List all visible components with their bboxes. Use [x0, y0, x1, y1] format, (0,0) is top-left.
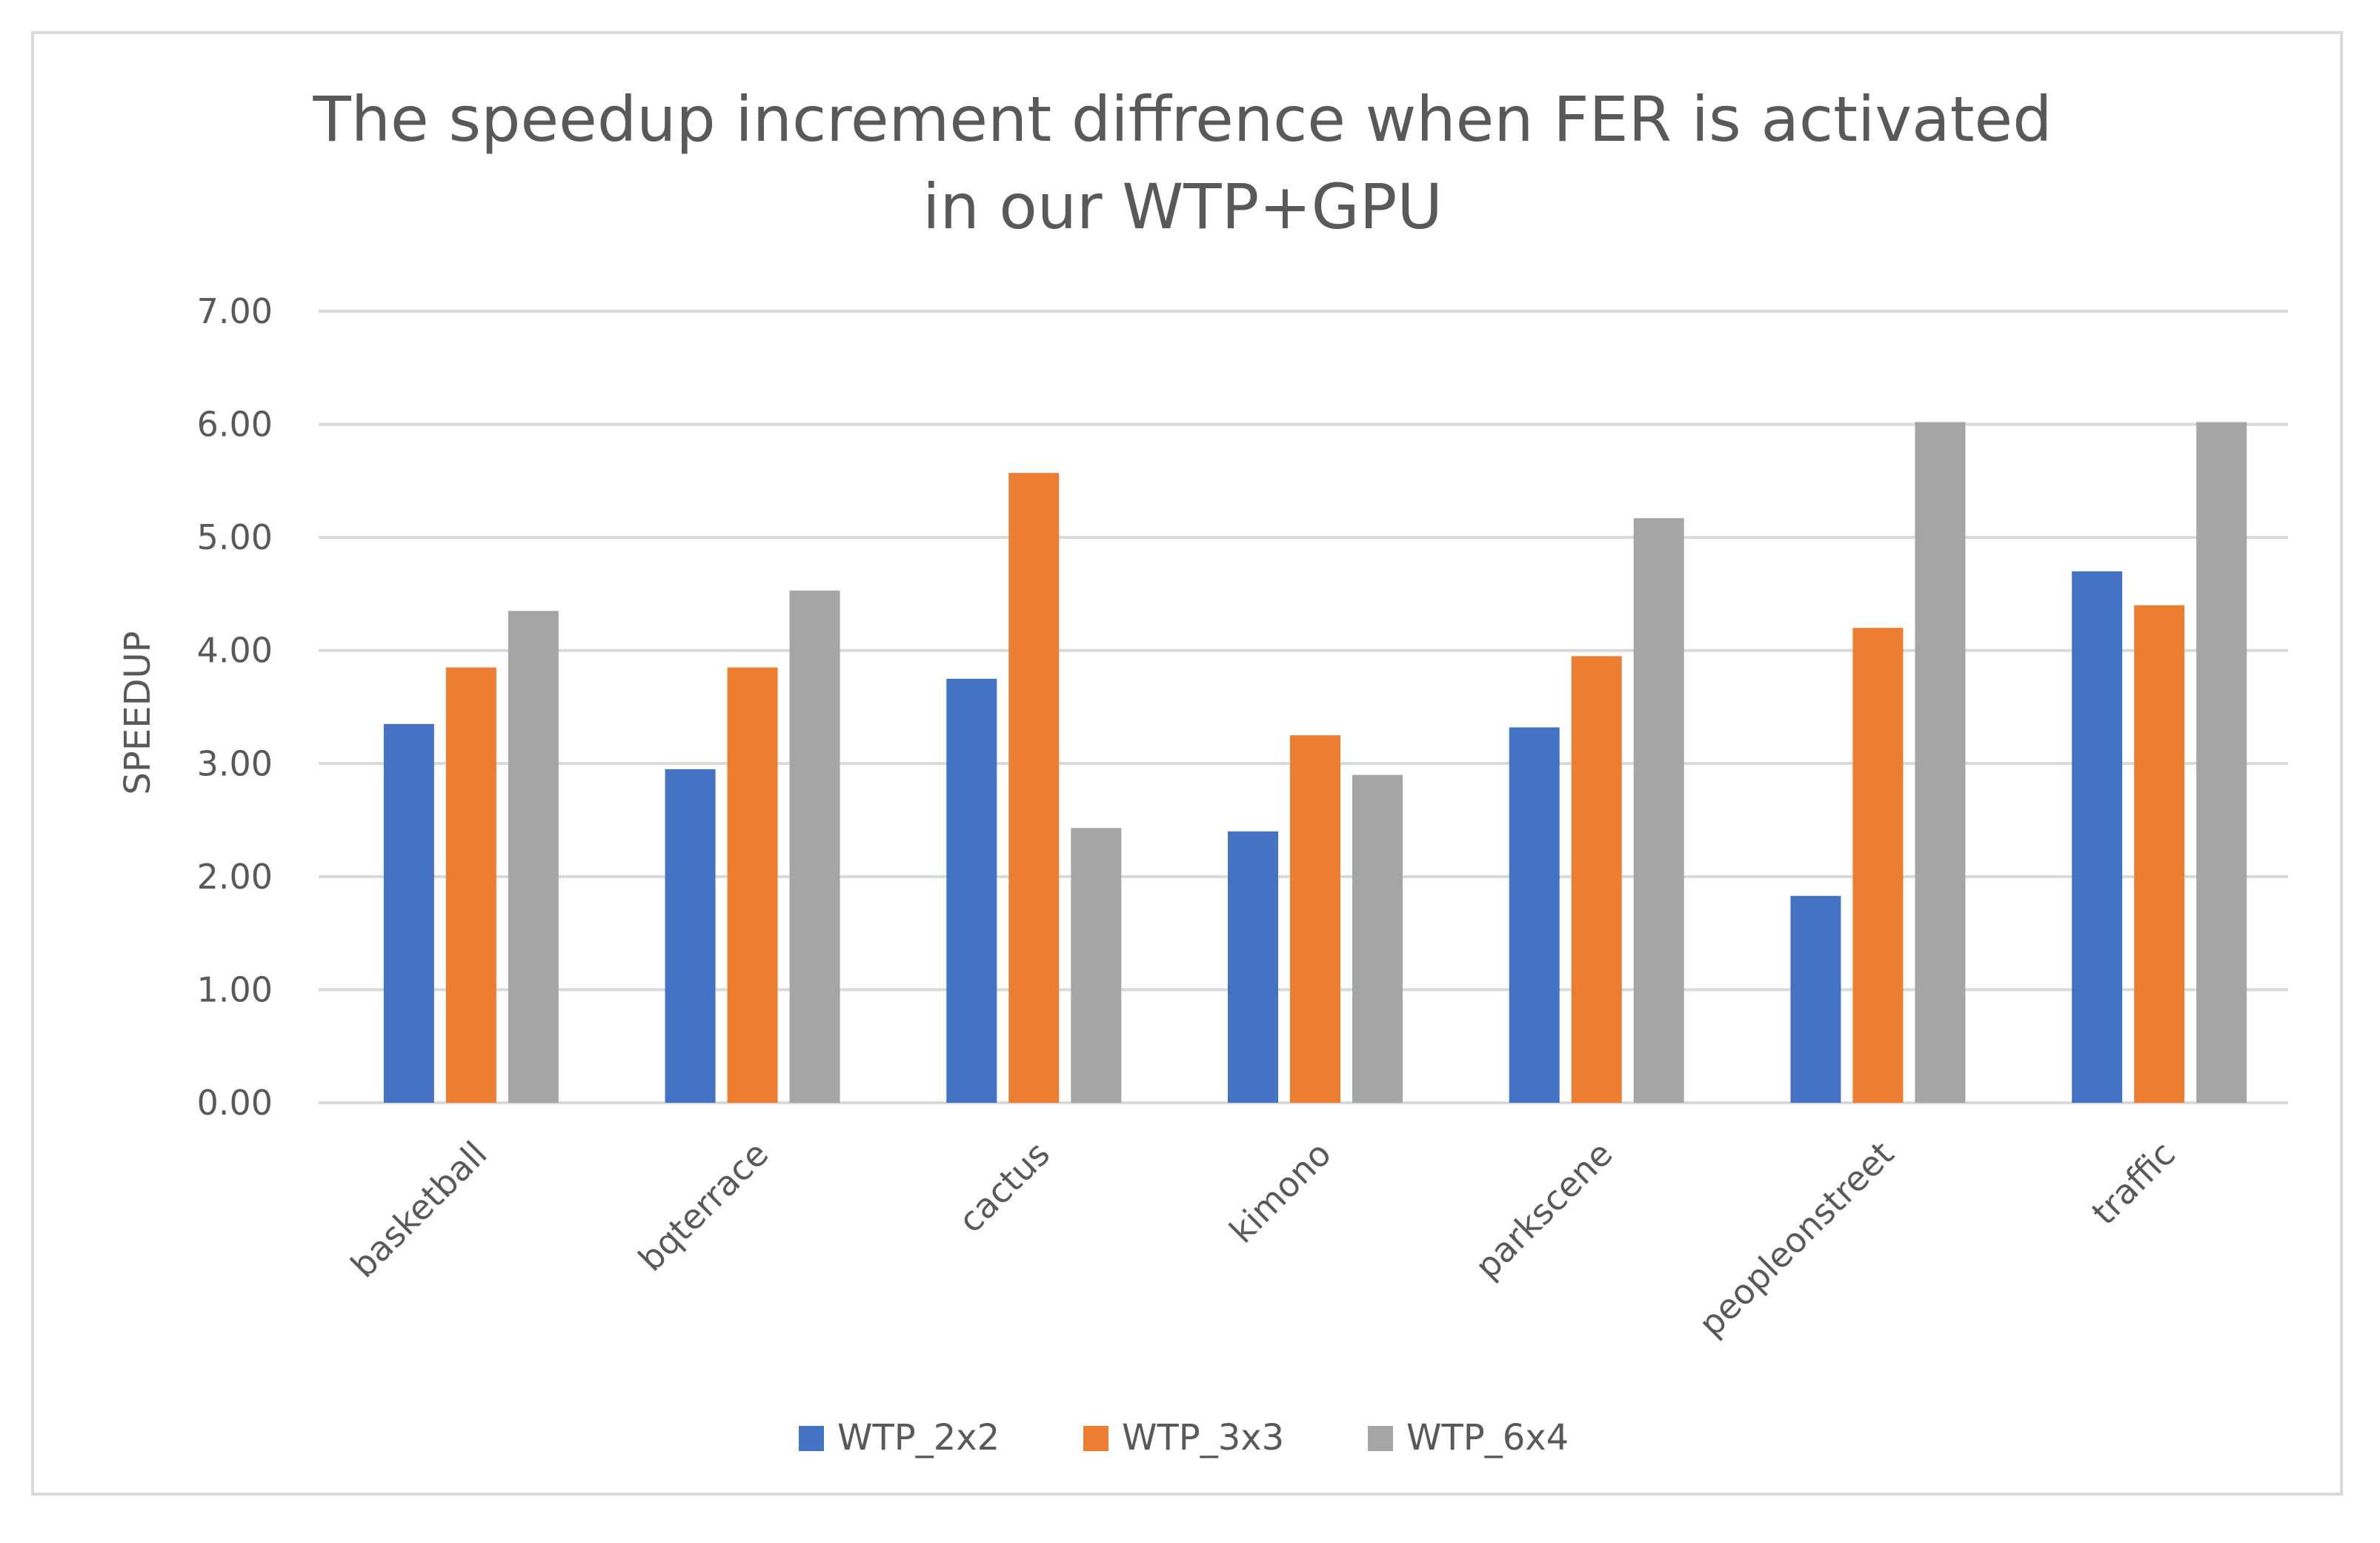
bars	[383, 422, 2247, 1103]
bar-WTP_3x3-bqterrace	[727, 667, 778, 1103]
chart-title-line-1: The speedup increment diffrence when FER…	[312, 83, 2052, 156]
x-category-label: basketball	[343, 1134, 495, 1286]
x-category-label: kimono	[1222, 1134, 1339, 1251]
bar-WTP_2x2-cactus	[946, 678, 997, 1103]
y-tick-label: 6.00	[197, 405, 273, 445]
chart-title: The speedup increment diffrence when FER…	[312, 83, 2052, 243]
bar-WTP_6x4-kimono	[1352, 774, 1403, 1103]
bar-WTP_3x3-kimono	[1290, 735, 1340, 1103]
y-tick-label: 3.00	[197, 743, 273, 783]
bar-WTP_6x4-peopleonstreet	[1915, 422, 1966, 1103]
bar-WTP_3x3-traffic	[2134, 605, 2185, 1103]
bar-WTP_3x3-peopleonstreet	[1852, 628, 1904, 1103]
bar-WTP_6x4-bqterrace	[789, 590, 840, 1103]
bar-WTP_2x2-traffic	[2072, 571, 2123, 1103]
bar-WTP_6x4-basketball	[508, 611, 559, 1103]
y-tick-label: 2.00	[197, 857, 273, 897]
legend-swatch-WTP_6x4	[1368, 1426, 1393, 1451]
bar-WTP_3x3-cactus	[1008, 473, 1060, 1103]
y-tick-label: 7.00	[197, 291, 273, 331]
x-category-label: peopleonstreet	[1691, 1134, 1901, 1344]
bar-WTP_2x2-peopleonstreet	[1790, 895, 1841, 1103]
y-tick-label: 4.00	[197, 631, 273, 671]
x-category-label: cactus	[951, 1134, 1057, 1241]
legend-swatch-WTP_2x2	[799, 1426, 824, 1451]
legend-swatch-WTP_3x3	[1083, 1426, 1108, 1451]
y-axis-tick-labels: 0.00 1.00 2.00 3.00 4.00 5.00 6.00 7.00	[197, 291, 273, 1123]
bar-WTP_2x2-parkscene	[1509, 727, 1560, 1103]
x-category-label: parkscene	[1467, 1134, 1620, 1287]
y-tick-label: 0.00	[197, 1083, 273, 1123]
y-axis-title: SPEEDUP	[117, 631, 159, 794]
legend: WTP_2x2 WTP_3x3 WTP_6x4	[799, 1417, 1569, 1459]
legend-label-WTP_3x3: WTP_3x3	[1122, 1417, 1284, 1459]
y-tick-label: 1.00	[197, 969, 273, 1009]
legend-label-WTP_2x2: WTP_2x2	[837, 1417, 1000, 1459]
bar-WTP_2x2-kimono	[1228, 831, 1278, 1103]
legend-label-WTP_6x4: WTP_6x4	[1406, 1417, 1569, 1459]
x-category-label: traffic	[2084, 1134, 2183, 1233]
bar-WTP_3x3-parkscene	[1571, 656, 1622, 1103]
y-tick-label: 5.00	[197, 517, 273, 557]
x-category-label: bqterrace	[631, 1134, 776, 1279]
bar-WTP_6x4-cactus	[1071, 828, 1122, 1103]
bar-WTP_2x2-bqterrace	[665, 769, 716, 1103]
bar-WTP_3x3-basketball	[445, 667, 496, 1103]
bar-WTP_6x4-traffic	[2196, 422, 2247, 1103]
chart-title-line-2: in our WTP+GPU	[923, 170, 1443, 243]
bar-WTP_2x2-basketball	[383, 723, 434, 1103]
bar-WTP_6x4-parkscene	[1633, 518, 1684, 1103]
x-axis-category-labels: basketball bqterrace cactus kimono parkscene…	[343, 1134, 2183, 1344]
